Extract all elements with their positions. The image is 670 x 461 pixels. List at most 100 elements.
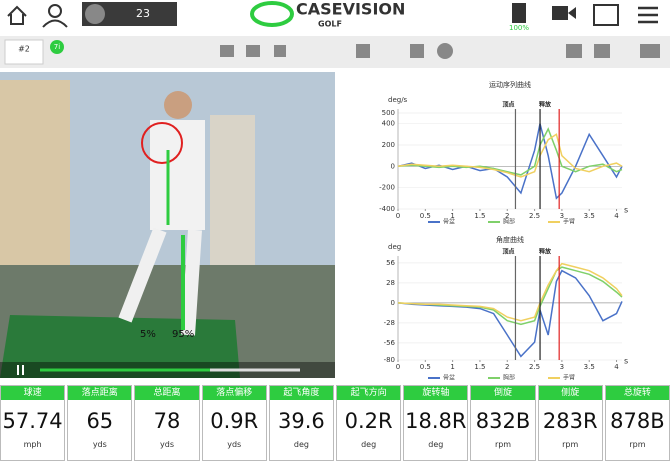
legend-label: 手臂 xyxy=(563,218,575,226)
metric-label: 起飞角度 xyxy=(269,386,334,400)
y-tick-label: -80 xyxy=(384,356,395,364)
tool-icon[interactable] xyxy=(356,44,370,58)
menu-icon[interactable] xyxy=(638,6,658,24)
event-label: 释放 xyxy=(539,248,552,256)
metric-value: 283R xyxy=(542,409,598,433)
y-axis-label: deg/s xyxy=(388,96,408,104)
x-axis-label: s xyxy=(624,357,628,366)
x-tick-label: 0 xyxy=(396,212,400,220)
tool-icon[interactable] xyxy=(640,44,660,58)
shot-number: #2 xyxy=(18,45,30,54)
y-tick-label: 400 xyxy=(382,120,395,128)
building xyxy=(0,80,70,280)
event-label: 顶点 xyxy=(502,101,514,109)
x-tick-label: 2 xyxy=(505,212,509,220)
metric-value: 0.2R xyxy=(344,409,393,433)
metric-unit: mph xyxy=(23,440,42,449)
metric-label: 落点距离 xyxy=(68,386,132,400)
metric-unit: rpm xyxy=(562,440,579,449)
metric-card: 侧旋 283R rpm xyxy=(537,385,603,461)
metric-card: 起飞角度 39.6 deg xyxy=(268,385,335,461)
x-axis-label: s xyxy=(624,206,628,215)
player-avatar xyxy=(85,4,105,24)
x-tick-label: 1.5 xyxy=(474,212,485,220)
metric-unit: yds xyxy=(92,440,107,449)
x-tick-label: 1 xyxy=(450,363,454,371)
metric-label: 倒旋 xyxy=(471,386,535,400)
y-tick-label: -400 xyxy=(379,205,395,213)
tool-icon[interactable] xyxy=(566,44,582,58)
chart-title: 角度曲线 xyxy=(496,235,524,244)
metric-unit: deg xyxy=(293,440,309,449)
y-tick-label: 200 xyxy=(382,141,395,149)
metric-label: 侧旋 xyxy=(538,386,602,400)
metric-value: 878B xyxy=(610,409,665,433)
metric-unit: deg xyxy=(361,440,377,449)
camera-icon[interactable] xyxy=(552,6,568,20)
metric-card: 落点偏移 0.9R yds xyxy=(201,385,267,461)
series-line xyxy=(397,269,623,358)
metric-value: 57.74 xyxy=(2,409,63,433)
metric-unit: rpm xyxy=(494,440,512,449)
tool-icons xyxy=(220,43,660,59)
camera-lens xyxy=(568,7,576,19)
y-tick-label: -56 xyxy=(384,339,396,347)
chart-title: 运动序列曲线 xyxy=(489,80,531,89)
legend-label: 手臂 xyxy=(563,374,575,382)
tool-icon[interactable] xyxy=(246,45,260,57)
x-tick-label: 3 xyxy=(560,212,564,220)
left-weight: 5% xyxy=(140,329,156,340)
home-icon[interactable] xyxy=(7,5,27,25)
club-badge[interactable] xyxy=(50,40,64,54)
metric-unit: rpm xyxy=(629,440,646,449)
user-icon[interactable] xyxy=(48,4,62,18)
x-tick-label: 1 xyxy=(450,212,454,220)
metric-value: 78 xyxy=(153,409,181,433)
counter: 23 xyxy=(136,7,150,20)
series-line xyxy=(397,127,623,176)
metric-unit: deg xyxy=(428,440,444,449)
golfer-body xyxy=(150,120,205,230)
tool-icon[interactable] xyxy=(594,44,610,58)
x-tick-label: 2.5 xyxy=(529,212,540,220)
tool-icon[interactable] xyxy=(220,45,234,57)
legend-label: 胸部 xyxy=(503,374,515,382)
metric-value: 39.6 xyxy=(278,409,325,433)
tool-icon[interactable] xyxy=(437,43,453,59)
shot-box[interactable] xyxy=(4,39,44,65)
x-tick-label: 0 xyxy=(396,363,400,371)
metric-card: 总距离 78 yds xyxy=(134,385,200,461)
tool-icon[interactable] xyxy=(410,44,424,58)
tool-icon[interactable] xyxy=(274,45,286,57)
x-tick-label: 4 xyxy=(614,363,619,371)
x-tick-label: 1.5 xyxy=(474,363,485,371)
metric-label: 起飞方向 xyxy=(337,386,401,400)
logo xyxy=(250,1,294,27)
head-marker xyxy=(141,122,183,164)
metrics-bar: 球速 57.74 mph 落点距离 65 yds 总距离 78 yds 落点偏移 0.9R yds 起飞… xyxy=(0,385,670,461)
metric-unit: yds xyxy=(227,440,242,449)
video-panel: 5% 95% xyxy=(0,72,335,378)
legend-label: 骨盆 xyxy=(443,374,455,382)
club: 7i xyxy=(54,43,60,51)
report-icon[interactable] xyxy=(593,4,619,26)
x-tick-label: 0.5 xyxy=(420,212,431,220)
metric-label: 总旋转 xyxy=(605,386,670,400)
y-tick-label: 0 xyxy=(391,162,395,170)
metric-card: 总旋转 878B rpm xyxy=(604,385,670,461)
event-label: 顶点 xyxy=(502,248,514,256)
right-weight: 95% xyxy=(172,329,194,340)
metric-label: 旋转轴 xyxy=(404,386,468,400)
metric-value: 0.9R xyxy=(210,409,259,433)
x-tick-label: 4 xyxy=(614,212,619,220)
toolbar xyxy=(0,36,670,68)
pause-button[interactable] xyxy=(17,365,24,375)
x-tick-label: 2 xyxy=(505,363,509,371)
battery-level: 100% xyxy=(509,24,529,32)
legend-label: 骨盆 xyxy=(443,218,455,226)
metric-label: 落点偏移 xyxy=(202,386,266,400)
battery-icon xyxy=(512,3,526,23)
y-tick-label: -28 xyxy=(384,319,395,327)
mat xyxy=(0,315,240,378)
